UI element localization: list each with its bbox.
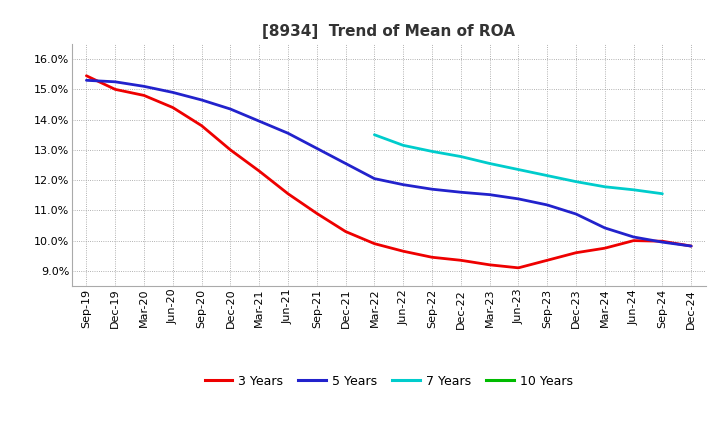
5 Years: [428, 187, 436, 192]
3 Years: [485, 262, 494, 268]
5 Years: [370, 176, 379, 181]
5 Years: [140, 84, 148, 89]
7 Years: [485, 161, 494, 166]
5 Years: [399, 182, 408, 187]
5 Years: [543, 202, 552, 208]
5 Years: [111, 79, 120, 84]
3 Years: [543, 258, 552, 263]
7 Years: [456, 154, 465, 159]
5 Years: [658, 239, 667, 245]
5 Years: [341, 161, 350, 166]
7 Years: [514, 167, 523, 172]
5 Years: [687, 243, 696, 249]
3 Years: [140, 93, 148, 98]
7 Years: [658, 191, 667, 196]
5 Years: [168, 90, 177, 95]
5 Years: [284, 131, 292, 136]
Line: 7 Years: 7 Years: [374, 135, 662, 194]
3 Years: [168, 105, 177, 110]
3 Years: [600, 246, 609, 251]
7 Years: [600, 184, 609, 189]
5 Years: [629, 235, 638, 240]
5 Years: [456, 190, 465, 195]
7 Years: [428, 149, 436, 154]
5 Years: [514, 196, 523, 202]
5 Years: [572, 211, 580, 216]
7 Years: [399, 143, 408, 148]
3 Years: [456, 258, 465, 263]
3 Years: [312, 211, 321, 216]
3 Years: [399, 249, 408, 254]
3 Years: [658, 238, 667, 244]
3 Years: [255, 169, 264, 174]
3 Years: [284, 191, 292, 196]
Legend: 3 Years, 5 Years, 7 Years, 10 Years: 3 Years, 5 Years, 7 Years, 10 Years: [199, 370, 578, 392]
3 Years: [572, 250, 580, 255]
Line: 3 Years: 3 Years: [86, 76, 691, 268]
5 Years: [82, 77, 91, 83]
5 Years: [226, 106, 235, 112]
3 Years: [629, 238, 638, 243]
5 Years: [312, 146, 321, 151]
7 Years: [543, 173, 552, 178]
5 Years: [485, 192, 494, 197]
3 Years: [370, 241, 379, 246]
3 Years: [514, 265, 523, 271]
3 Years: [226, 147, 235, 153]
7 Years: [629, 187, 638, 192]
7 Years: [572, 179, 580, 184]
5 Years: [255, 118, 264, 124]
5 Years: [600, 225, 609, 231]
3 Years: [428, 255, 436, 260]
Title: [8934]  Trend of Mean of ROA: [8934] Trend of Mean of ROA: [262, 24, 516, 39]
5 Years: [197, 97, 206, 103]
3 Years: [82, 73, 91, 78]
3 Years: [111, 87, 120, 92]
Line: 5 Years: 5 Years: [86, 80, 691, 246]
7 Years: [370, 132, 379, 137]
3 Years: [341, 229, 350, 234]
3 Years: [687, 243, 696, 249]
3 Years: [197, 123, 206, 128]
